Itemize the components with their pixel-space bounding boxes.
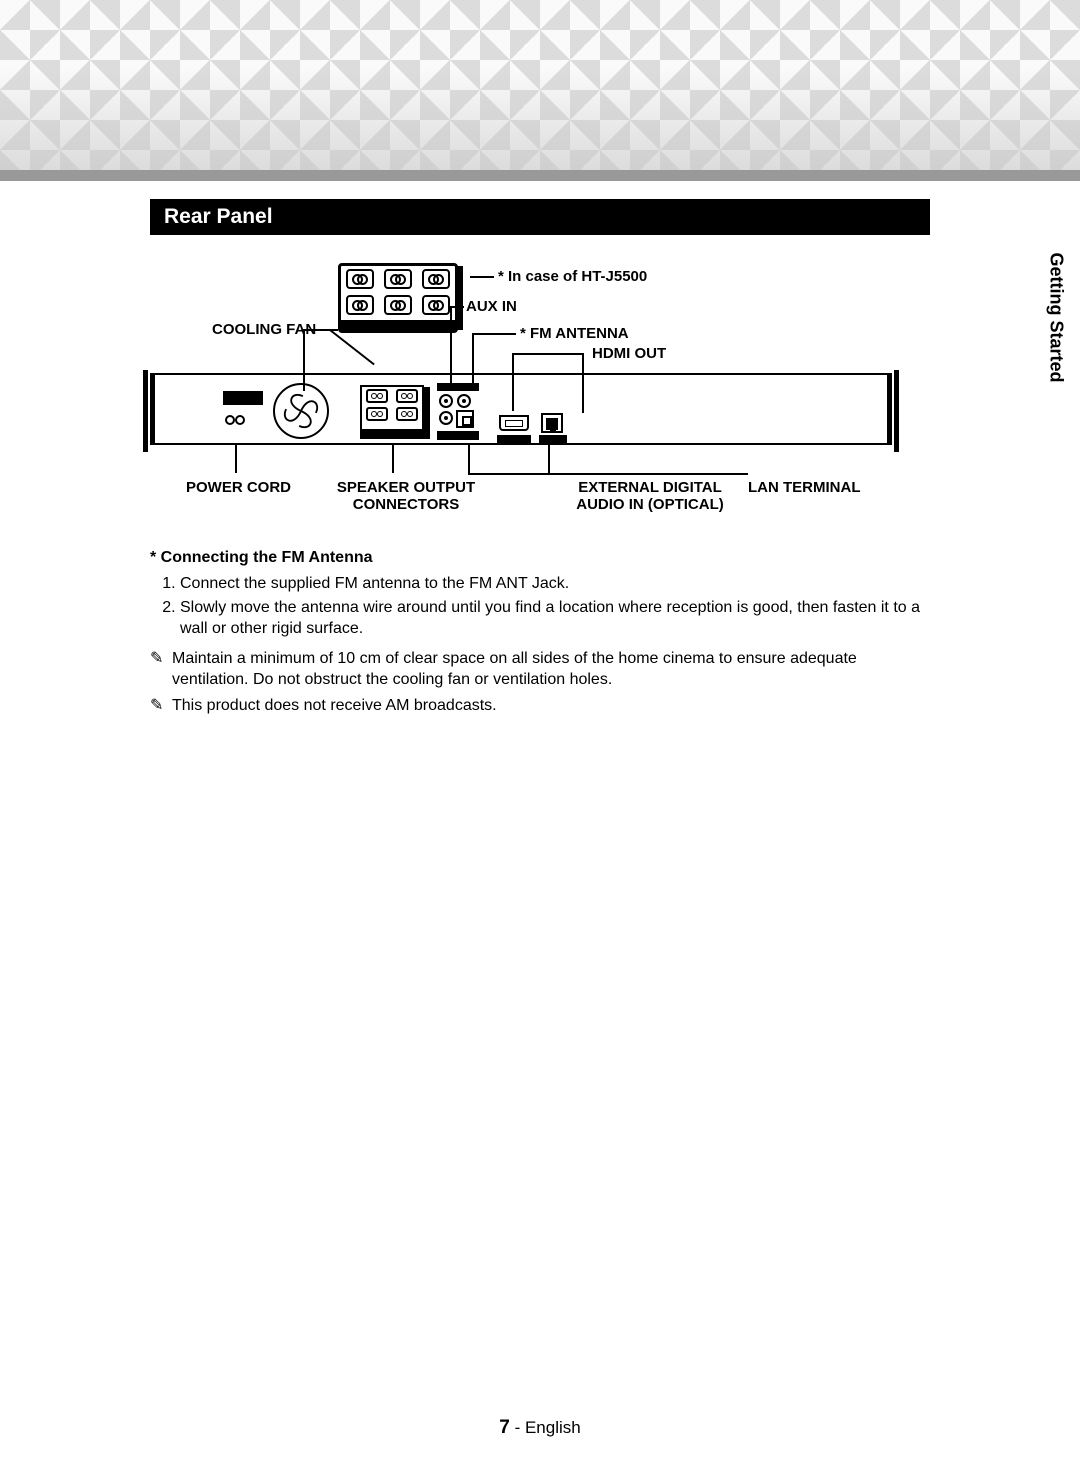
speaker-out-box — [360, 385, 424, 437]
label-aux-in: AUX IN — [466, 298, 517, 315]
note-text: This product does not receive AM broadca… — [172, 695, 497, 717]
steps-list: Connect the supplied FM antenna to the F… — [150, 573, 930, 640]
label-fm-antenna: * FM ANTENNA — [520, 325, 629, 342]
note-text: Maintain a minimum of 10 cm of clear spa… — [172, 648, 930, 691]
leader-line — [548, 473, 748, 475]
rear-panel-diagram: * In case of HT-J5500 AUX IN * FM ANTENN… — [150, 243, 930, 543]
label-cooling-fan: COOLING FAN — [212, 321, 316, 338]
label-power-cord: POWER CORD — [186, 479, 291, 496]
note-icon: ✎ — [150, 648, 172, 691]
aux-optical-cluster — [437, 383, 479, 441]
power-cord-jack — [225, 415, 251, 431]
speaker-out-box-expanded — [338, 263, 458, 333]
leader-line — [470, 276, 494, 278]
label-hdmi-out: HDMI OUT — [592, 345, 666, 362]
section-tab: Getting Started — [1046, 253, 1067, 433]
step-text: Slowly move the antenna wire around unti… — [180, 599, 920, 638]
subheading-fm-antenna: * Connecting the FM Antenna — [150, 549, 930, 567]
header-bottom-band — [0, 170, 1080, 181]
leader-line — [468, 443, 470, 473]
note-icon: ✎ — [150, 695, 172, 717]
power-label-strip — [223, 391, 263, 405]
lan-port — [541, 413, 563, 433]
leader-line — [303, 329, 318, 331]
leader-line — [450, 306, 464, 308]
label-lan-terminal: LAN TERMINAL — [748, 479, 861, 496]
leader-line — [548, 443, 550, 473]
page-content: Rear Panel Getting Started * In case of … — [0, 181, 1080, 717]
leader-line — [472, 333, 516, 335]
heading-text: Rear Panel — [164, 205, 273, 228]
leader-line — [318, 329, 338, 331]
list-item: Slowly move the antenna wire around unti… — [180, 597, 930, 640]
note-row: ✎ This product does not receive AM broad… — [150, 695, 930, 717]
label-ext-digital: EXTERNAL DIGITAL AUDIO IN (OPTICAL) — [560, 479, 740, 513]
heading-bar: Rear Panel — [150, 199, 930, 235]
page-footer: 7 - English — [0, 1417, 1080, 1439]
leader-line — [235, 443, 237, 473]
label-case-note: * In case of HT-J5500 — [498, 268, 647, 285]
device-chassis — [150, 373, 892, 445]
hdmi-port — [499, 415, 529, 431]
step-text: Connect the supplied FM antenna to the F… — [180, 575, 569, 592]
header-pattern — [0, 0, 1080, 170]
label-speaker-output: SPEAKER OUTPUT CONNECTORS — [326, 479, 486, 513]
notes-block: ✎ Maintain a minimum of 10 cm of clear s… — [150, 648, 930, 717]
leader-line — [512, 353, 584, 355]
lan-label-strip — [539, 435, 567, 443]
page-language: - English — [515, 1418, 581, 1437]
list-item: Connect the supplied FM antenna to the F… — [180, 573, 930, 595]
note-row: ✎ Maintain a minimum of 10 cm of clear s… — [150, 648, 930, 691]
cooling-fan-icon — [273, 383, 329, 439]
leader-line — [329, 329, 374, 365]
hdmi-label-strip — [497, 435, 531, 443]
page-number: 7 — [499, 1417, 510, 1438]
leader-line — [392, 443, 394, 473]
